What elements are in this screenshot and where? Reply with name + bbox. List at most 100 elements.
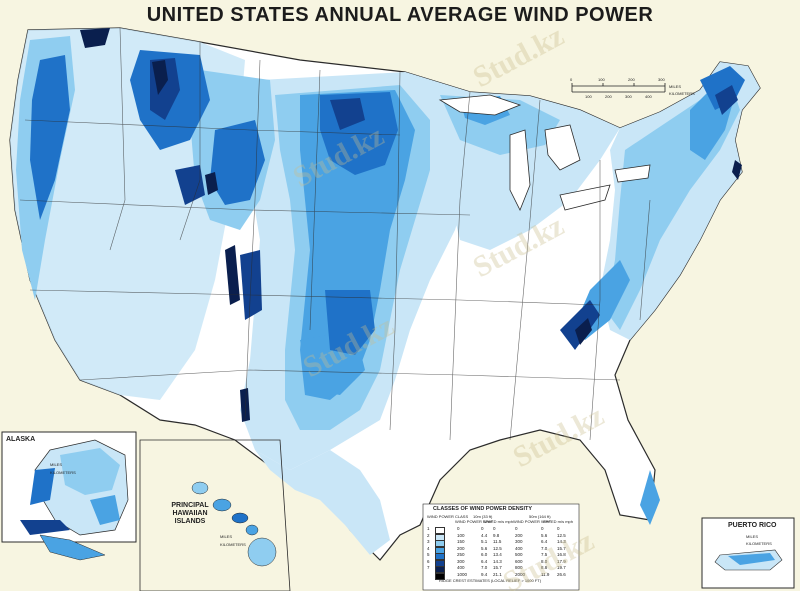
legend-cell-s50: 7.0 <box>541 545 548 551</box>
legend-cell-p50: 0 <box>515 526 518 531</box>
legend-cell-cls: 1 <box>427 526 430 531</box>
legend-cell-m10: 0 <box>493 526 496 531</box>
legend-row: 3 150 5.1 11.5 300 6.4 14.3 <box>425 539 577 547</box>
main-scale-bar <box>571 83 666 93</box>
legend-cell-m10: 9.8 <box>493 532 500 538</box>
scale-km-label: KILOMETERS <box>669 91 695 96</box>
legend-col-class: WIND POWER CLASS <box>427 514 469 519</box>
scale-km-tick-3: 400 <box>645 94 652 99</box>
legend-cell-m50: 0 <box>557 526 560 531</box>
great-lakes <box>438 94 651 211</box>
wind-class5-region-oregon <box>30 55 70 220</box>
legend-swatch <box>435 572 445 580</box>
legend-cell-p10: 150 <box>457 539 465 544</box>
legend-col-speed-10: SPEED m/s mph <box>483 519 514 524</box>
lake-huron <box>544 124 581 171</box>
alaska-inset <box>1 431 137 561</box>
legend-cell-m10: 21.1 <box>493 571 502 577</box>
legend-cell-cls: 5 <box>427 552 430 557</box>
legend-cell-p10: 0 <box>457 526 460 531</box>
legend-col-10m: 10m (33 ft) <box>473 514 493 519</box>
legend-cell-m10: 14.3 <box>493 558 502 564</box>
legend-cell-cls: 2 <box>427 532 430 538</box>
wind-class5-region-wyomingcore <box>210 120 265 205</box>
hawaii-title-1: PRINCIPAL <box>171 502 209 509</box>
hawaii-scale-miles: MILES <box>220 534 233 539</box>
pr-scale-km: KILOMETERS <box>746 541 772 546</box>
lake-ontario <box>614 164 651 183</box>
legend-cell-p50: 600 <box>515 558 523 564</box>
legend-cell-s10: 6.4 <box>481 558 488 564</box>
legend-col-power-10: WIND POWER W/m² <box>455 519 493 524</box>
legend-cell-m50: 12.5 <box>557 532 566 538</box>
scale-miles-tick-2: 200 <box>628 77 635 82</box>
legend-cell-p50: 2000 <box>515 571 526 577</box>
state-borders <box>19 27 651 441</box>
legend-cell-m10: 15.7 <box>493 565 502 570</box>
legend-cell-s50: 0 <box>541 526 544 531</box>
pr-scale-miles: MILES <box>746 534 759 539</box>
legend-cell-m10: 11.5 <box>493 539 502 544</box>
legend-col-speed-50: SPEED m/s mph <box>543 519 574 524</box>
wind-class4-region-cape <box>640 470 660 525</box>
hawaii-scale-km: KILOMETERS <box>220 542 246 547</box>
legend-cell-p50: 400 <box>515 545 523 551</box>
legend-cell-m50: 26.6 <box>557 571 566 577</box>
puerto-rico-inset <box>701 517 795 589</box>
scale-km-tick-2: 300 <box>625 94 632 99</box>
lake-erie <box>559 184 611 211</box>
legend-row: 6 300 6.4 14.3 600 8.0 17.9 <box>425 558 577 567</box>
legend-footnote: RIDGE CREST ESTIMATES (LOCAL RELIEF > 10… <box>439 578 542 583</box>
scale-km-tick-0: 100 <box>585 94 592 99</box>
legend-cell-cls: 6 <box>427 558 430 564</box>
legend-cell-s10: 0 <box>481 526 484 531</box>
legend-cell-s50: 8.0 <box>541 558 548 564</box>
wind-class5-region-kansas <box>325 290 375 355</box>
legend-cell-s50: 7.5 <box>541 552 548 557</box>
legend-cell-p50: 200 <box>515 532 523 538</box>
legend-cell-p10: 300 <box>457 558 465 564</box>
legend-row: 1000 9.4 21.1 2000 11.9 26.6 <box>425 571 577 580</box>
legend-cell-cls: 4 <box>427 545 430 551</box>
legend-cell-m50: 15.7 <box>557 545 566 551</box>
legend-cell-m50: 14.3 <box>557 539 566 544</box>
alaska-scale-miles: MILES <box>50 462 63 467</box>
scale-miles-tick-0: 0 <box>570 77 573 82</box>
legend-cell-s50: 8.8 <box>541 565 548 570</box>
legend-cell-s10: 6.0 <box>481 552 488 557</box>
alaska-scale-km: KILOMETERS <box>50 470 76 475</box>
legend-cell-s10: 9.4 <box>481 571 488 577</box>
wind-class2-region-texas <box>255 450 390 555</box>
legend-cell-p10: 400 <box>457 565 465 570</box>
hawaii-title-2: HAWAIIAN <box>172 510 208 517</box>
legend-col-50m: 50m (164 ft) <box>529 514 551 519</box>
legend-cell-p10: 100 <box>457 532 465 538</box>
map-title: UNITED STATES ANNUAL AVERAGE WIND POWER <box>146 4 654 26</box>
legend-cell-s50: 6.4 <box>541 539 548 544</box>
lake-michigan <box>509 129 531 211</box>
legend-title: CLASSES OF WIND POWER DENSITY <box>433 506 533 512</box>
legend-cell-s50: 11.9 <box>541 571 550 577</box>
hawaii-title-3: ISLANDS <box>174 518 206 525</box>
legend-cell-m50: 16.8 <box>557 552 566 557</box>
legend-cell-cls: 3 <box>427 539 430 544</box>
legend-cell-p10: 250 <box>457 552 465 557</box>
legend-cell-m50: 19.7 <box>557 565 566 570</box>
legend-cell-s10: 7.0 <box>481 565 488 570</box>
scale-miles-tick-3: 300 <box>658 77 665 82</box>
legend-cell-p10: 1000 <box>457 571 468 577</box>
legend-cell-p50: 300 <box>515 539 523 544</box>
legend-cell-cls: 7 <box>427 565 430 570</box>
scale-miles-tick-1: 100 <box>598 77 605 82</box>
legend-cell-s10: 5.6 <box>481 545 488 551</box>
legend-cell-p50: 500 <box>515 552 523 557</box>
puerto-rico-title: PUERTO RICO <box>728 522 777 529</box>
lake-superior <box>438 94 522 116</box>
legend-frame <box>422 503 580 591</box>
wind-power-legend: CLASSES OF WIND POWER DENSITY WIND POWER… <box>425 506 577 588</box>
legend-cell-s10: 5.1 <box>481 539 488 544</box>
legend-col-power-50: WIND POWER W/m² <box>513 519 551 524</box>
scale-miles-label: MILES <box>669 84 682 89</box>
